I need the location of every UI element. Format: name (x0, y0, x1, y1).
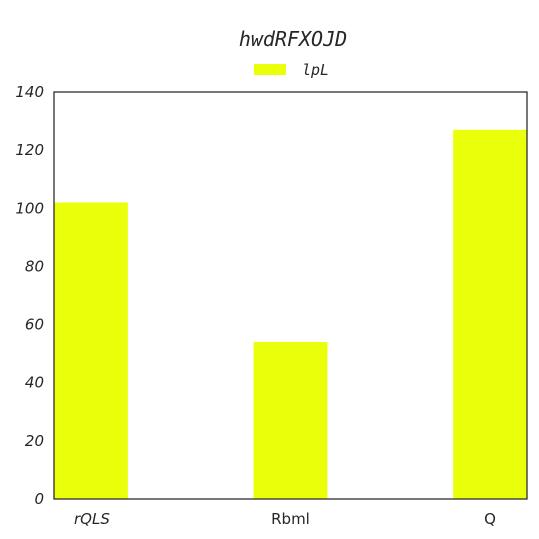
chart-title: hwdRFXOJD (239, 27, 347, 51)
legend-swatch (254, 64, 286, 75)
x-tick-label: Rbml (271, 510, 310, 528)
y-tick-label: 0 (34, 490, 44, 508)
x-axis-ticks: rQLS Rbml Q (74, 510, 496, 528)
bar-rQLS (54, 202, 128, 499)
legend-label: lpL (302, 61, 329, 79)
y-tick-label: 100 (15, 199, 44, 217)
y-tick-label: 60 (25, 316, 44, 334)
y-tick-label: 40 (25, 374, 44, 392)
y-tick-label: 140 (15, 83, 44, 101)
x-tick-label: Q (484, 510, 496, 528)
y-tick-label: 20 (25, 432, 44, 450)
bar-Rbml (253, 342, 328, 499)
plot-frame (53, 91, 528, 500)
y-axis-ticks: 0 20 40 60 80 100 120 140 (15, 83, 44, 508)
legend: lpL (254, 61, 329, 79)
bar-Q (453, 129, 527, 500)
y-tick-label: 120 (15, 141, 44, 159)
bars-group (54, 129, 527, 500)
y-tick-label: 80 (25, 257, 44, 275)
x-tick-label: rQLS (74, 510, 110, 528)
